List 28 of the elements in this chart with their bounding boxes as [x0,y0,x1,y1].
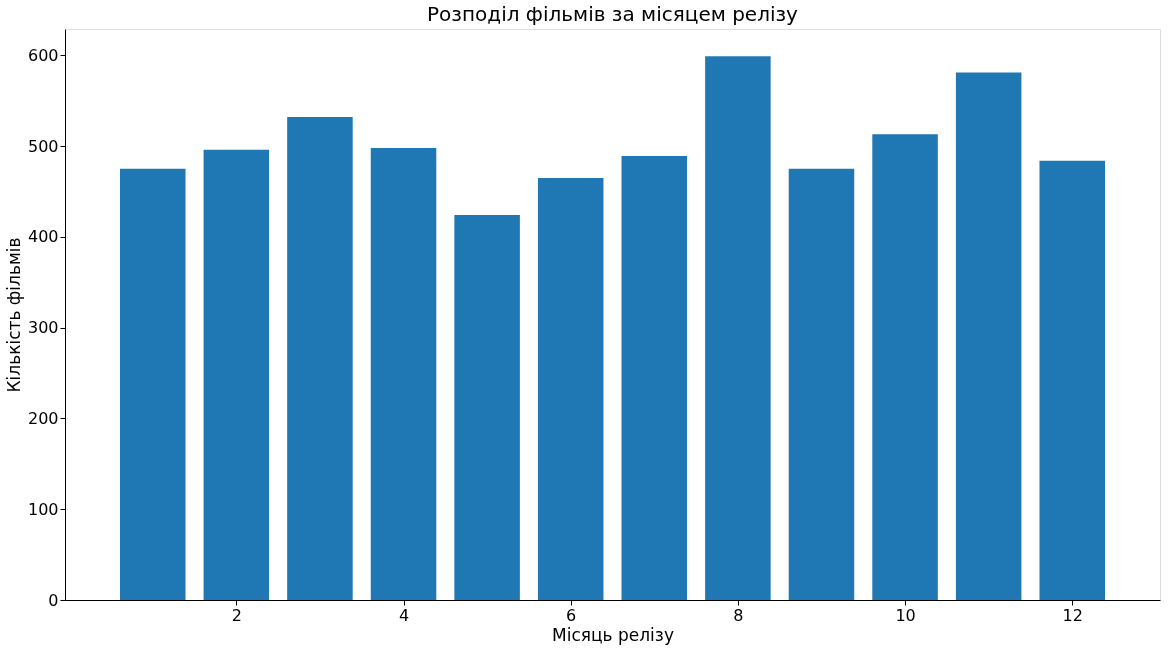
y-tick-label: 0 [48,590,59,610]
bar [120,168,186,600]
bar [1039,160,1105,600]
y-tick-label: 200 [27,408,59,428]
y-tick-label: 600 [27,45,59,65]
bar [537,177,604,600]
x-tick-label: 8 [733,605,744,625]
bar [203,149,270,600]
bar [955,72,1022,600]
x-tick-label: 6 [566,605,577,625]
bar [454,215,520,600]
bar [788,168,855,600]
x-tick-label: 12 [1062,605,1083,625]
y-tick-label: 400 [27,227,59,247]
y-axis-title: Кількість фільмів [3,237,24,393]
bar [872,134,938,600]
bar [621,156,688,600]
y-tick-label: 300 [27,318,59,338]
chart-title: Розподіл фільмів за місяцем релізу [427,2,799,26]
y-tick-label: 100 [27,499,59,519]
x-tick-label: 4 [398,605,410,625]
x-axis-title: Місяць релізу [552,624,674,645]
y-tick-label: 500 [27,136,59,156]
bar [370,147,437,600]
bar [705,56,771,600]
x-tick-label: 10 [895,605,916,625]
bar [287,117,353,600]
x-tick-label: 2 [231,605,242,625]
